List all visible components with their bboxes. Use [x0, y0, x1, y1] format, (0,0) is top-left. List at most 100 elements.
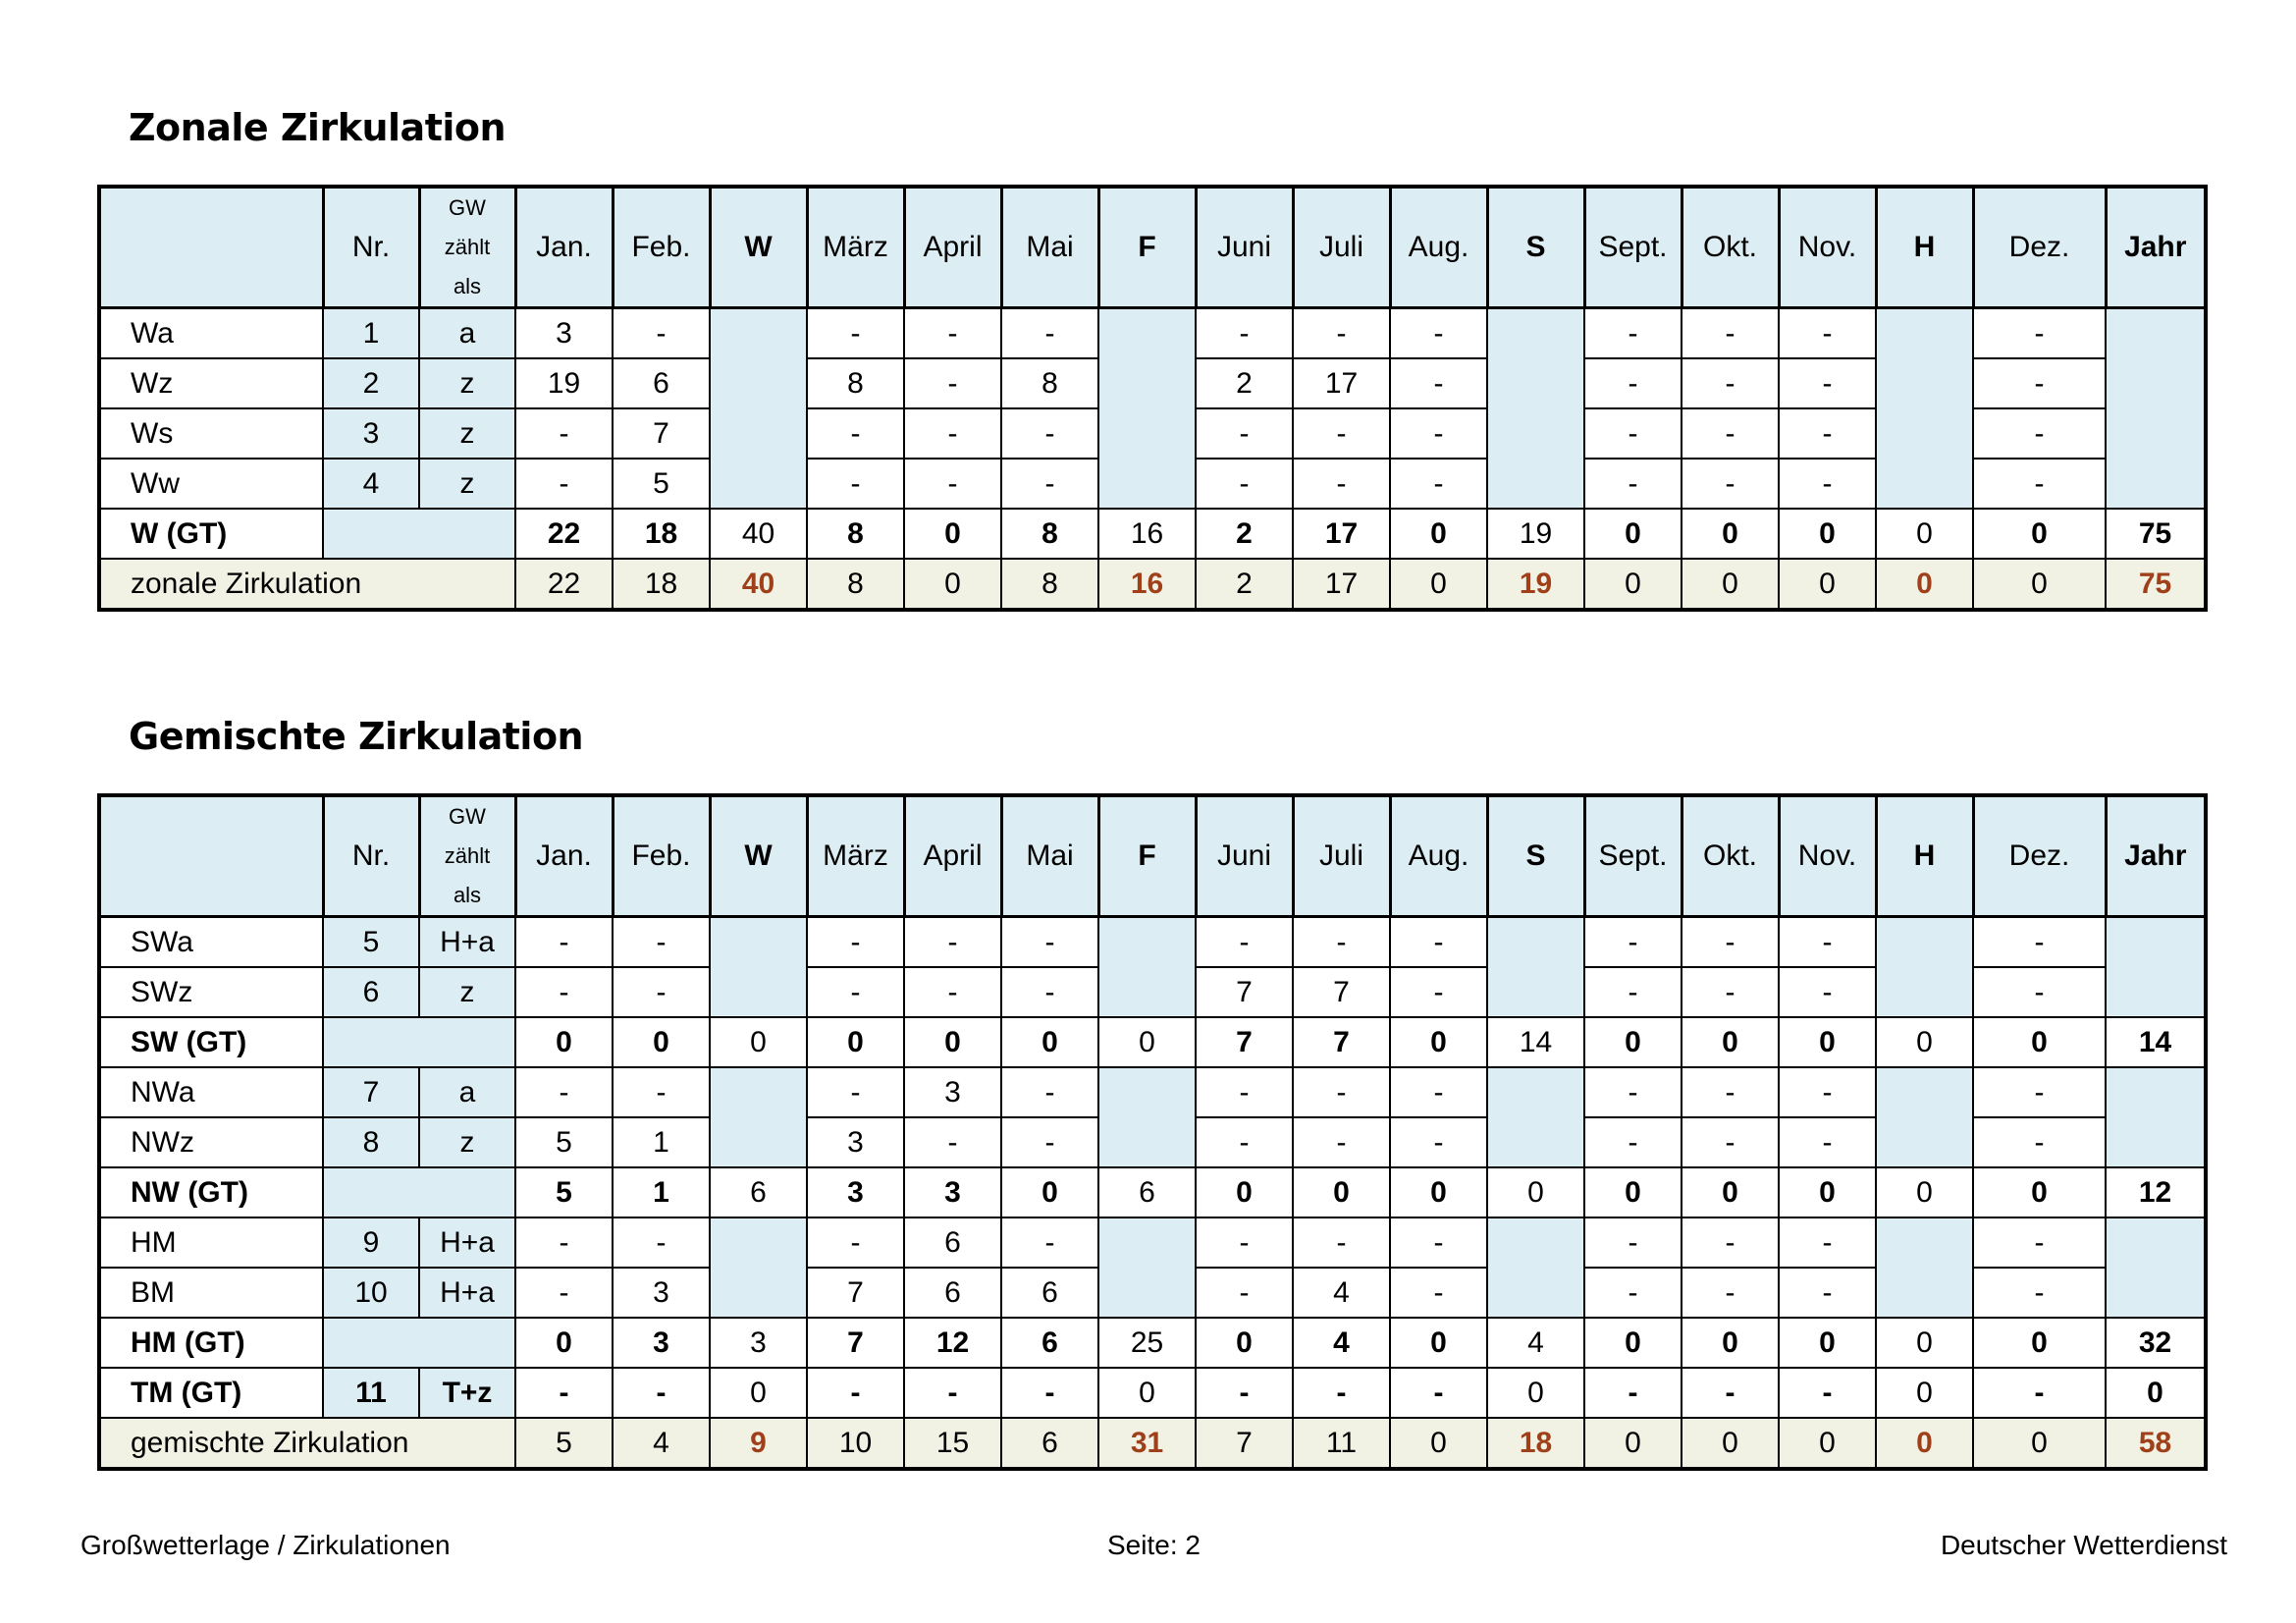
- value-cell: 5: [514, 1417, 614, 1470]
- value-cell: -: [1195, 1217, 1294, 1269]
- value-cell: 0: [1875, 1317, 1974, 1369]
- value-cell: 0: [1875, 508, 1974, 560]
- nr-cell: 5: [322, 915, 420, 968]
- empty-season-cell: [709, 915, 808, 1018]
- header-period: W: [708, 185, 809, 309]
- header-period: F: [1096, 793, 1198, 918]
- value-cell: -: [1778, 915, 1877, 968]
- value-cell: -: [903, 915, 1002, 968]
- table-row: SWz 6 z - - - - -7 7- - - - -: [98, 966, 2206, 1018]
- header-gw-line: GW: [449, 804, 486, 829]
- value-cell: 1: [612, 1116, 711, 1168]
- header-period: Juni: [1194, 185, 1295, 309]
- value-cell: -: [806, 966, 905, 1018]
- header-gw-line: zählt: [444, 843, 491, 868]
- value-cell: 19: [1486, 558, 1585, 611]
- value-cell: -: [1583, 357, 1682, 409]
- value-cell: 32: [2105, 1317, 2207, 1369]
- value-cell: 0: [1875, 1417, 1974, 1470]
- value-cell: 0: [1097, 1367, 1197, 1419]
- table-row: Ww 4 z -5- - - - - - - - - -: [98, 458, 2206, 510]
- value-cell: 0: [1583, 1166, 1682, 1218]
- value-cell: 40: [709, 558, 808, 611]
- value-cell: 17: [1292, 508, 1391, 560]
- value-cell: 10: [806, 1417, 905, 1470]
- value-cell: -: [1000, 407, 1099, 460]
- value-cell: 7: [1195, 1016, 1294, 1068]
- value-cell: 75: [2105, 508, 2207, 560]
- value-cell: -: [1778, 1267, 1877, 1319]
- value-cell: 5: [514, 1166, 614, 1218]
- value-cell: 0: [1389, 1417, 1488, 1470]
- header-gw-line: GW: [449, 195, 486, 220]
- row-label: HM: [98, 1217, 324, 1269]
- value-cell: -: [903, 1116, 1002, 1168]
- row-label: TM (GT): [98, 1367, 324, 1419]
- value-cell: 0: [1681, 558, 1780, 611]
- value-cell: -: [1000, 915, 1099, 968]
- value-cell: 4: [1292, 1267, 1391, 1319]
- value-cell: 3: [514, 306, 614, 359]
- value-cell: 7: [806, 1267, 905, 1319]
- gw-class-cell: H+a: [418, 1267, 516, 1319]
- empty-cell: [322, 508, 516, 560]
- header-period: Dez.: [1971, 185, 2108, 309]
- footer-publisher: Deutscher Wetterdienst: [1940, 1530, 2227, 1560]
- header-gw-zaehlt-als: GW zählt als: [417, 793, 517, 918]
- nr-cell: 6: [322, 966, 420, 1018]
- header-period: Mai: [999, 185, 1100, 309]
- header-period: Nov.: [1777, 185, 1878, 309]
- header-gw-line: zählt: [444, 235, 491, 259]
- row-label: NWz: [98, 1116, 324, 1168]
- header-period: F: [1096, 185, 1198, 309]
- value-cell: 12: [903, 1317, 1002, 1369]
- value-cell: -: [1972, 458, 2107, 510]
- header-period: Juli: [1291, 185, 1392, 309]
- value-cell: -: [806, 1066, 905, 1118]
- empty-season-cell: [1486, 306, 1585, 510]
- value-cell: -: [1972, 1116, 2107, 1168]
- value-cell: -: [1389, 1116, 1488, 1168]
- value-cell: -: [1681, 1066, 1780, 1118]
- row-label: Wz: [98, 357, 324, 409]
- value-cell: -: [1778, 1217, 1877, 1269]
- header-period: H: [1874, 793, 1975, 918]
- value-cell: -: [1972, 915, 2107, 968]
- value-cell: 14: [2105, 1016, 2207, 1068]
- header-period: Nov.: [1777, 793, 1878, 918]
- header-period: Jan.: [513, 793, 614, 918]
- empty-season-cell: [1097, 306, 1197, 510]
- value-cell: -: [612, 915, 711, 968]
- summary-row: zonale Zirkulation 22 18 40 8 0 8 16 2 17 0 19 0 0 0 0 0…: [98, 558, 2207, 611]
- value-cell: 0: [806, 1016, 905, 1068]
- table-row: SWa 5 H+a - - - - - - - - - - - -: [98, 915, 2207, 1018]
- zonal-circulation-table: Nr. GW zählt als Jan. Feb. W März April Mai F Juni J…: [97, 185, 2208, 612]
- nr-cell: 3: [322, 407, 420, 460]
- value-cell: 0: [1583, 1317, 1682, 1369]
- empty-season-cell: [709, 1217, 808, 1319]
- value-cell: 0: [1195, 1317, 1294, 1369]
- value-cell: 0: [1583, 1417, 1682, 1470]
- row-label: BM: [98, 1267, 324, 1319]
- value-cell: -: [1195, 306, 1294, 359]
- value-cell: -: [612, 966, 711, 1018]
- value-cell: -: [1389, 306, 1488, 359]
- value-cell: -: [1583, 458, 1682, 510]
- value-cell: -: [1000, 1217, 1099, 1269]
- empty-season-cell: [1875, 1217, 1974, 1319]
- value-cell: -: [1000, 458, 1099, 510]
- nr-cell: 10: [322, 1267, 420, 1319]
- value-cell: 1: [612, 1166, 711, 1218]
- empty-season-cell: [2105, 1217, 2207, 1319]
- value-cell: 0: [2105, 1367, 2207, 1419]
- value-cell: -: [806, 306, 905, 359]
- value-cell: -: [806, 458, 905, 510]
- value-cell: -: [1195, 407, 1294, 460]
- value-cell: 3: [709, 1317, 808, 1369]
- header-period: Okt.: [1680, 185, 1781, 309]
- value-cell: 4: [1292, 1317, 1391, 1369]
- gw-class-cell: H+a: [418, 1217, 516, 1269]
- empty-season-cell: [2105, 1066, 2207, 1168]
- row-label: NWa: [98, 1066, 324, 1118]
- value-cell: 12: [2105, 1166, 2207, 1218]
